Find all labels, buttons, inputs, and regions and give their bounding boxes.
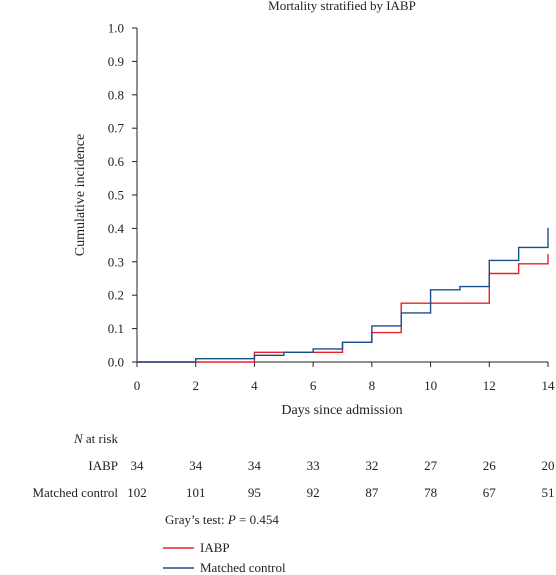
risk-value-r1-c5: 78 bbox=[424, 485, 437, 500]
risk-value-r1-c2: 95 bbox=[248, 485, 261, 500]
risk-value-r0-c3: 33 bbox=[307, 458, 320, 473]
risk-value-r0-c1: 34 bbox=[189, 458, 203, 473]
risk-row-label-matched-control: Matched control bbox=[32, 485, 118, 500]
y-tick-label-8: 0.8 bbox=[108, 87, 124, 102]
x-tick-label-7: 14 bbox=[542, 378, 556, 393]
chart-title: Mortality stratified by IABP bbox=[268, 0, 416, 13]
risk-table-heading: N at risk bbox=[73, 431, 119, 446]
x-tick-label-4: 8 bbox=[369, 378, 376, 393]
x-tick-label-0: 0 bbox=[134, 378, 141, 393]
risk-value-r0-c2: 34 bbox=[248, 458, 262, 473]
y-tick-label-5: 0.5 bbox=[108, 188, 124, 203]
risk-value-r0-c5: 27 bbox=[424, 458, 438, 473]
annotation-p: P bbox=[227, 512, 236, 527]
risk-value-r1-c6: 67 bbox=[483, 485, 497, 500]
series-layer bbox=[137, 227, 549, 363]
x-axis: 0 2 4 6 8 10 12 14 bbox=[134, 361, 556, 393]
x-tick-label-6: 12 bbox=[483, 378, 496, 393]
x-tick-label-3: 6 bbox=[310, 378, 317, 393]
series-line-1 bbox=[137, 227, 549, 363]
risk-value-r1-c1: 101 bbox=[186, 485, 206, 500]
y-tick-label-3: 0.3 bbox=[108, 254, 124, 269]
legend: IABP Matched control bbox=[163, 540, 286, 575]
risk-value-r0-c7: 20 bbox=[542, 458, 555, 473]
risk-value-r0-c0: 34 bbox=[131, 458, 145, 473]
y-tick-label-6: 0.6 bbox=[108, 154, 125, 169]
risk-value-r0-c6: 26 bbox=[483, 458, 497, 473]
risk-row-label-iabp: IABP bbox=[88, 458, 118, 473]
risk-values: 34 34 34 33 32 27 26 20 102 101 95 92 87 78 67 51 bbox=[127, 458, 554, 500]
x-tick-label-5: 10 bbox=[424, 378, 437, 393]
risk-value-r1-c7: 51 bbox=[542, 485, 555, 500]
risk-value-r1-c4: 87 bbox=[365, 485, 379, 500]
y-tick-label-0: 0.0 bbox=[108, 355, 124, 370]
y-tick-label-10: 1.0 bbox=[108, 21, 124, 36]
y-axis: 0.0 0.1 0.2 0.3 0.4 0.5 0.6 0.7 0.8 0.9 1.0 bbox=[108, 21, 138, 370]
annotation-rest: = 0.454 bbox=[236, 512, 280, 527]
grays-test-annotation: Gray’s test: P = 0.454 bbox=[165, 512, 279, 527]
x-axis-title: Days since admission bbox=[281, 403, 402, 418]
risk-heading-italic: N bbox=[73, 431, 84, 446]
y-tick-label-7: 0.7 bbox=[108, 121, 125, 136]
y-tick-label-4: 0.4 bbox=[108, 221, 125, 236]
risk-value-r0-c4: 32 bbox=[365, 458, 378, 473]
y-axis-title: Cumulative incidence bbox=[73, 134, 88, 256]
risk-value-r1-c0: 102 bbox=[127, 485, 147, 500]
y-tick-label-2: 0.2 bbox=[108, 288, 124, 303]
x-tick-label-1: 2 bbox=[192, 378, 199, 393]
annotation-prefix: Gray’s test: bbox=[165, 512, 228, 527]
y-tick-label-1: 0.1 bbox=[108, 321, 124, 336]
x-tick-label-2: 4 bbox=[251, 378, 258, 393]
y-tick-label-9: 0.9 bbox=[108, 54, 124, 69]
risk-heading-rest: at risk bbox=[83, 431, 119, 446]
risk-value-r1-c3: 92 bbox=[307, 485, 320, 500]
series-line-0 bbox=[137, 254, 549, 363]
legend-label-iabp: IABP bbox=[200, 540, 230, 555]
legend-label-matched-control: Matched control bbox=[200, 560, 286, 575]
